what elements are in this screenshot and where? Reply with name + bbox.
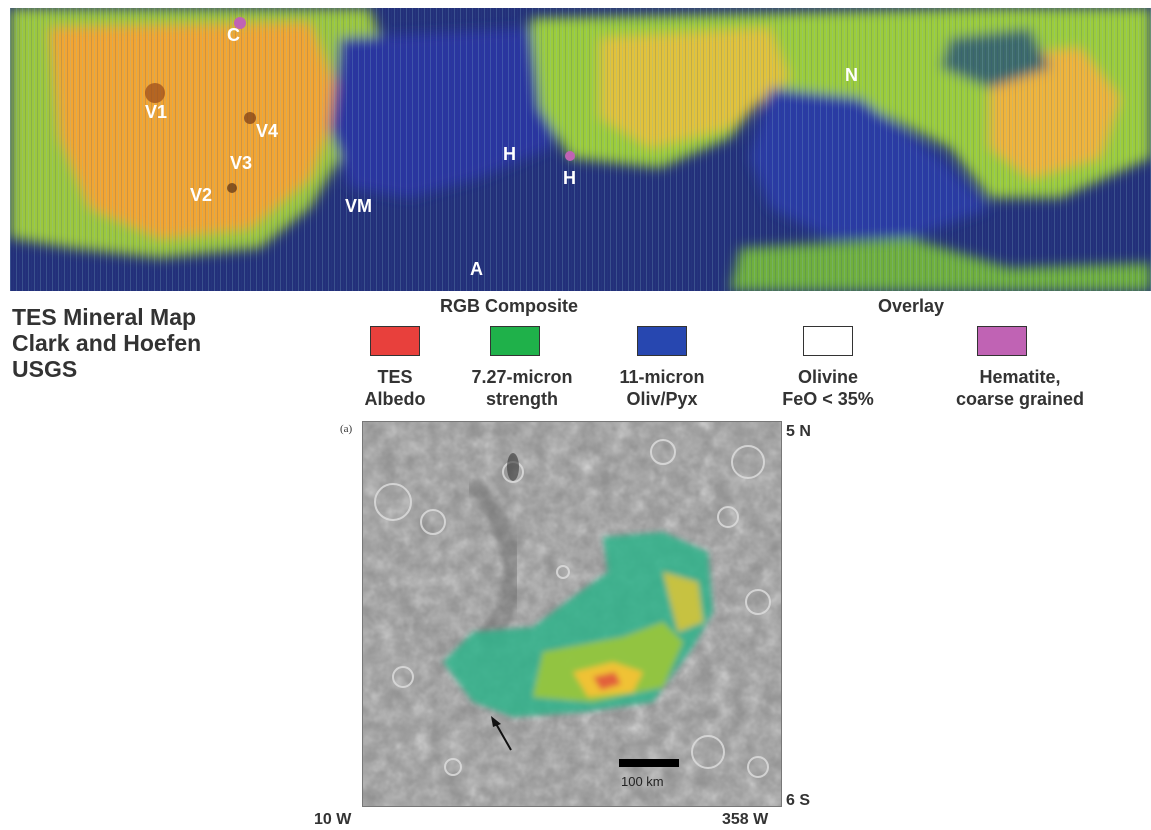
legend-label-line1: 7.27-micron xyxy=(471,367,573,387)
map-label-a: A xyxy=(470,259,483,279)
legend-label-hematite: Hematite, coarse grained xyxy=(956,366,1084,410)
legend-label-line1: 11-micron xyxy=(619,367,705,387)
map-label-n: N xyxy=(845,65,858,85)
legend-label-line1: Hematite, xyxy=(979,367,1061,387)
legend-label-line2: Albedo xyxy=(364,389,426,409)
coord-bottom-right-lon: 358 W xyxy=(722,811,769,828)
legend-swatch-11-micron-oliv-pyx xyxy=(637,326,687,356)
map-label-vm: VM xyxy=(345,196,372,216)
title-line-1: TES Mineral Map xyxy=(12,304,197,330)
map-label-h2: H xyxy=(563,168,576,188)
legend-label-tes-albedo: TES Albedo xyxy=(365,366,426,410)
map-label-v4: V4 xyxy=(256,121,279,141)
map-label-v2: V2 xyxy=(190,185,213,205)
title-line-3: USGS xyxy=(12,356,78,382)
panel-label: (a) xyxy=(340,423,353,435)
legend-label-11-micron-oliv-pyx: 11-micron Oliv/Pyx xyxy=(619,366,704,410)
legend-label-line1: Olivine xyxy=(797,367,859,387)
map-label-v3: V3 xyxy=(230,153,253,173)
legend-overlay-heading: Overlay xyxy=(878,296,945,316)
legend-swatch-tes-albedo xyxy=(370,326,420,356)
legend-swatch-olivine xyxy=(803,326,853,356)
scale-bar-label: 100 km xyxy=(621,774,664,789)
coord-top-right: 5 N xyxy=(786,423,811,440)
coord-bottom-left-lon: 10 W xyxy=(314,811,352,828)
legend-label-7-27-micron-strength: 7.27-micron strength xyxy=(471,366,572,410)
map-label-v1: V1 xyxy=(145,102,168,122)
legend-label-line1: TES xyxy=(377,367,413,387)
legend-swatch-7-27-micron-strength xyxy=(490,326,540,356)
regional-map-image xyxy=(363,422,781,806)
legend-swatch-hematite xyxy=(977,326,1027,356)
map-label-c: C xyxy=(227,25,240,45)
legend-label-line2: strength xyxy=(485,389,558,409)
coord-bottom-right: 6 S xyxy=(786,792,811,809)
legend-label-line2: Oliv/Pyx xyxy=(626,389,698,409)
map-label-h1: H xyxy=(503,144,516,164)
tes-mineral-map xyxy=(10,8,1151,291)
legend-rgb-heading: RGB Composite xyxy=(440,296,579,316)
map-title: TES Mineral Map Clark and Hoefen USGS xyxy=(12,304,201,382)
legend-label-olivine: Olivine FeO < 35% xyxy=(782,366,874,410)
title-line-2: Clark and Hoefen xyxy=(12,330,202,356)
regional-map: 100 km xyxy=(362,421,782,807)
legend-label-line2: FeO < 35% xyxy=(782,389,874,409)
legend-label-line2: coarse grained xyxy=(955,389,1085,409)
